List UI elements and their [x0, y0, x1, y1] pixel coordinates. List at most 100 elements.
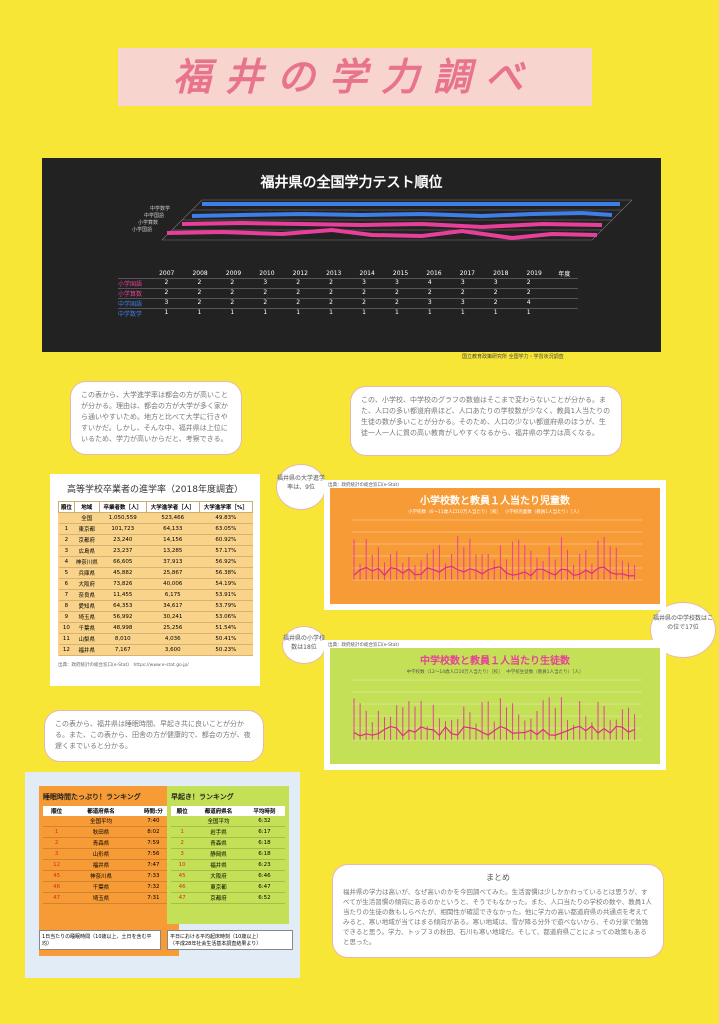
table-cell: 47 — [171, 892, 194, 904]
early-table-bg: 早起き！ランキング 順位 都道府県名 平均時刻 全国平均 6:32 1 岩手県 6:17… — [167, 786, 289, 924]
rank-cell: 2 — [296, 289, 301, 296]
table-cell: 8,010 — [99, 633, 147, 645]
table-cell: 34,617 — [146, 600, 200, 612]
year-cell: 2018 — [493, 270, 509, 277]
banner-table: 2007 2008 2009 2010 2012 2013 2014 2015 … — [118, 268, 578, 279]
junior-chart-title: 中学校数と教員１人当たり生徒数 — [420, 656, 570, 667]
rank-cell: 2 — [329, 289, 333, 296]
table-row: 1 秋田県 8:02 — [43, 826, 175, 838]
rank-cell: 2 — [296, 299, 301, 306]
ranking-banner — [42, 158, 661, 352]
sleep-note: 1日当たりの睡眠時間（10歳以上、土日を含む平均） — [39, 930, 161, 950]
table-row: 6 大阪府 73,826 40,006 54.19% — [58, 578, 253, 590]
col-header: 卒業者数［人］ — [98, 501, 147, 513]
table-cell: 岩手県 — [193, 826, 244, 838]
table-cell: 大阪府 — [74, 578, 100, 590]
rank-cell: 2 — [230, 299, 235, 306]
poster-title: 福井の学力調べ — [172, 54, 537, 99]
table-cell: 奈良県 — [74, 589, 100, 601]
rank-cell: 2 — [230, 289, 235, 296]
rank-cell: 2 — [493, 289, 498, 296]
rank-cell: 2 — [197, 279, 202, 286]
early-table: 順位 都道府県名 平均時刻 全国平均 6:32 1 岩手県 6:17 2 青森県 6:18 3 静… — [171, 806, 285, 904]
year-cell: 2012 — [292, 270, 308, 277]
year-cell: 2017 — [459, 270, 475, 277]
early-table-body: 全国平均 6:32 1 岩手県 6:17 2 青森県 6:18 3 静岡県 6:18 10 福井県 6:2… — [171, 816, 285, 904]
rank-cell: 1 — [362, 309, 366, 316]
line-chugaku-kokugo — [191, 210, 613, 219]
rank-cell: 1 — [230, 309, 235, 316]
chart-plane — [161, 199, 633, 241]
table-cell: 6:32 — [243, 816, 285, 827]
table-cell: 57.17% — [199, 545, 253, 557]
banner-table-row: 小学国語 2 2 2 3 2 2 3 3 4 3 3 2 — [118, 278, 578, 288]
rank-cell: 2 — [362, 299, 366, 306]
table-cell: 2 — [171, 837, 194, 849]
table-cell: 49.83% — [199, 512, 253, 524]
table-cell: 7:33 — [131, 870, 175, 882]
rank-cell: 2 — [329, 299, 333, 306]
sleep-table: 順位 都道府県名 時間:分 全国平均 7:40 1 秋田県 8:02 2 青森県 7:59 3 山… — [43, 806, 175, 904]
university-table-header: 順位 地域 卒業者数［人］ 大学進学者［人］ 大学進学率［%］ — [58, 501, 254, 513]
table-cell: 25,256 — [146, 622, 200, 634]
table-cell: 46 — [43, 881, 71, 893]
table-cell: 7:32 — [131, 881, 175, 893]
table-cell: 山形県 — [70, 848, 132, 860]
handwritten-note-elementary: 福井県の小学校数は18位 — [282, 626, 326, 664]
svg-text:中学国語: 中学国語 — [144, 212, 164, 219]
table-row: 3 山形県 7:56 — [43, 848, 175, 860]
year-cell: 2013 — [326, 270, 342, 277]
table-cell: 11,455 — [99, 589, 147, 601]
rank-cell: 1 — [329, 309, 333, 316]
table-row: 46 千葉県 7:32 — [43, 881, 175, 893]
title-banner — [118, 48, 592, 106]
table-cell: 東京都 — [74, 523, 100, 535]
rank-cell: 2 — [427, 289, 432, 296]
year-cell: 2009 — [225, 270, 242, 277]
table-row: 10 福井県 6:23 — [171, 859, 285, 871]
elementary-chart-legend: 小学校数（6〜11歳人口10万人当たり）［校］ 小学校児童数（教員1人当たり）［… — [330, 509, 660, 515]
svg-text:小学算数: 小学算数 — [138, 219, 158, 226]
table-cell: 60.92% — [199, 534, 253, 546]
chart-line — [353, 725, 635, 737]
rank-cell: 2 — [526, 289, 531, 296]
early-table-header: 順位 都道府県名 平均時刻 — [171, 806, 285, 816]
chart2-source: 出典：政府統計の総合窓口(e-Stat) — [328, 643, 400, 648]
line-shogaku-sansu — [181, 220, 603, 230]
table-cell: 30,241 — [146, 611, 200, 623]
rank-cell: 1 — [296, 309, 301, 316]
table-row: 4 神奈川県 66,605 37,913 56.92% — [58, 556, 253, 568]
rank-cell: 1 — [427, 309, 432, 316]
table-cell: 7:59 — [131, 837, 175, 849]
chart1-source: 出典：政府統計の総合窓口(e-Stat) — [328, 483, 400, 488]
banner-credit: 国立教育政策研究所 全国学力・学習状況調査 — [462, 354, 564, 360]
table-cell: 56.92% — [199, 556, 253, 568]
col-header: 大学進学者［人］ — [145, 501, 200, 513]
table-cell: 6 — [58, 578, 75, 590]
early-note-text: 平日における平均起床時刻（10歳以上） — [170, 934, 262, 940]
year-cell: 2010 — [259, 270, 275, 277]
rank-cell: 2 — [460, 289, 465, 296]
row-label: 小学算数 — [118, 291, 143, 298]
rank-cell: 2 — [395, 289, 399, 296]
table-cell: 6:52 — [243, 892, 285, 904]
table-cell: 37,913 — [146, 556, 200, 568]
year-cell: 2007 — [159, 270, 175, 277]
table-cell: 6:18 — [243, 848, 285, 860]
table-cell: 6,175 — [146, 589, 200, 601]
table-cell: 64,133 — [146, 523, 200, 535]
table-cell: 50.23% — [199, 644, 253, 656]
row-label: 中学数学 — [118, 311, 143, 318]
rank-cell: 2 — [263, 289, 268, 296]
elementary-chart-plot — [352, 519, 642, 581]
banner-title: 福井県の全国学力テスト順位 — [260, 175, 443, 191]
table-cell: 全国 — [74, 512, 100, 524]
table-cell: 73,826 — [99, 578, 147, 590]
table-cell: 63.05% — [199, 523, 253, 535]
rank-cell: 2 — [296, 279, 301, 286]
table-cell: 愛知県 — [74, 600, 100, 612]
table-cell: 広島県 — [74, 545, 100, 557]
table-cell: 3 — [171, 848, 194, 860]
junior-chart-plot — [352, 679, 642, 741]
table-cell: 4 — [58, 556, 75, 568]
